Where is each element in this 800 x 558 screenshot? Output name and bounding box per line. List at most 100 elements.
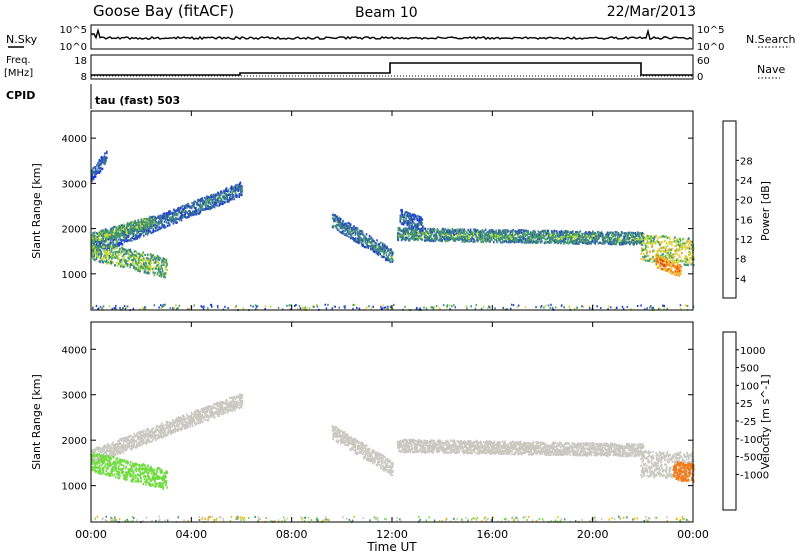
range-cell — [470, 229, 472, 231]
range-cell — [101, 451, 103, 453]
ground-cell — [359, 308, 361, 310]
beam-title: Beam 10 — [355, 5, 418, 21]
range-cell — [142, 254, 144, 256]
ground-cell — [160, 304, 162, 306]
range-cell — [640, 258, 642, 260]
range-cell — [660, 236, 662, 238]
range-cell — [622, 232, 624, 234]
range-cell — [169, 224, 171, 226]
range-cell — [112, 251, 114, 253]
ground-cell — [610, 306, 612, 308]
range-cell — [567, 239, 569, 241]
range-cell — [105, 159, 107, 161]
range-cell — [691, 262, 693, 264]
range-cell — [104, 152, 106, 154]
range-cell — [166, 272, 168, 274]
range-cell — [664, 246, 666, 248]
range-cell — [226, 187, 228, 189]
range-cell — [662, 241, 664, 243]
range-cell — [671, 241, 673, 243]
range-cell — [689, 261, 691, 263]
range-cell — [417, 218, 419, 220]
range-cell — [474, 240, 476, 242]
range-cell — [161, 267, 163, 269]
range-cell — [98, 256, 100, 258]
ground-cell — [475, 308, 477, 310]
range-cell — [677, 253, 679, 255]
range-cell — [126, 260, 128, 262]
range-cell — [551, 241, 553, 243]
range-cell — [102, 168, 104, 170]
range-cell — [216, 205, 218, 207]
range-cell — [669, 243, 671, 245]
range-cell — [688, 237, 690, 239]
range-cell — [166, 221, 168, 223]
range-cell — [635, 232, 637, 234]
range-cell — [422, 222, 424, 224]
range-cell — [560, 234, 562, 236]
range-cell — [216, 202, 218, 204]
range-cell — [100, 255, 102, 257]
range-cell — [654, 238, 656, 240]
range-cell — [647, 250, 649, 252]
range-cell — [454, 234, 456, 236]
range-cell — [409, 224, 411, 226]
range-cell — [425, 228, 427, 230]
range-cell — [469, 237, 471, 239]
range-cell — [433, 240, 435, 242]
ground-cell — [326, 307, 328, 309]
ground-cell — [380, 306, 382, 308]
range-cell — [228, 189, 230, 191]
range-cell — [491, 239, 493, 241]
range-cell — [118, 238, 120, 240]
y-tick-label: 1000 — [62, 270, 87, 281]
range-cell — [106, 157, 108, 159]
ground-cell — [540, 306, 542, 308]
range-cell — [664, 240, 666, 242]
range-cell — [114, 245, 116, 247]
range-cell — [633, 232, 635, 234]
ground-cell — [600, 307, 602, 309]
range-cell — [107, 244, 109, 246]
range-cell — [124, 266, 126, 268]
range-cell — [114, 226, 116, 228]
range-cell — [500, 241, 502, 243]
range-cell — [104, 163, 106, 165]
range-cell — [514, 234, 516, 236]
range-cell — [120, 234, 122, 236]
ground-cell — [432, 306, 434, 308]
ground-cell — [627, 306, 629, 308]
range-cell — [557, 232, 559, 234]
ground-cell — [124, 305, 126, 307]
range-cell — [612, 232, 614, 234]
range-cell — [225, 200, 227, 202]
range-cell — [385, 249, 387, 251]
range-cell — [112, 254, 114, 256]
range-cell — [93, 241, 95, 243]
range-cell — [157, 273, 159, 275]
range-cell — [680, 240, 682, 242]
ground-cell — [317, 306, 319, 308]
colorbar-tick-label: 16 — [740, 215, 753, 226]
ground-cell — [236, 305, 238, 307]
range-cell — [615, 243, 617, 245]
ground-cell — [517, 306, 519, 308]
nsearch-label: N.Search — [746, 33, 796, 46]
range-cell — [592, 231, 594, 233]
ground-cell — [371, 307, 373, 309]
range-cell — [124, 240, 126, 242]
ground-cell — [382, 304, 384, 306]
ground-cell — [270, 306, 272, 308]
ground-cell — [637, 305, 639, 307]
ground-cell — [548, 305, 550, 307]
range-cell — [665, 255, 667, 257]
ground-cell — [170, 307, 172, 309]
colorbar-tick-label: 20 — [740, 196, 753, 207]
ground-cell — [297, 308, 299, 310]
ground-cell — [470, 305, 472, 307]
range-cell — [388, 256, 390, 258]
ground-cell — [650, 305, 652, 307]
range-cell — [100, 170, 102, 172]
range-cell — [678, 260, 680, 262]
range-cell — [161, 265, 163, 267]
